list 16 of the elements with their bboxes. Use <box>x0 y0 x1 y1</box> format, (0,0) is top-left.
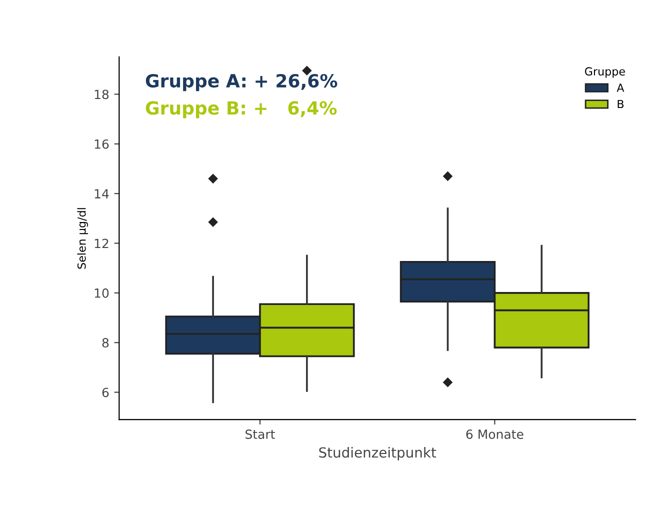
y-tick-label: 12 <box>94 238 108 248</box>
x-tick-label: 6 Monate <box>466 430 524 439</box>
x-tick-label: Start <box>246 430 275 439</box>
legend-label: A <box>616 84 624 92</box>
y-tick-label: 16 <box>94 139 109 149</box>
y-tick-label: 6 <box>102 388 109 398</box>
y-tick-label: 18 <box>94 90 109 100</box>
annotation: Gruppe A: + 26,6% <box>146 74 338 92</box>
legend-title: Gruppe <box>584 67 625 78</box>
y-tick-label: 10 <box>94 288 109 298</box>
legend-label: B <box>618 100 624 108</box>
y-tick-label: 8 <box>102 338 109 348</box>
y-axis-title: Selen µg/dl <box>77 208 88 269</box>
x-axis-title: Studienzeitpunkt <box>319 446 436 460</box>
annotation: Gruppe B: + 6,4% <box>146 101 337 118</box>
y-tick-label: 14 <box>94 189 109 198</box>
